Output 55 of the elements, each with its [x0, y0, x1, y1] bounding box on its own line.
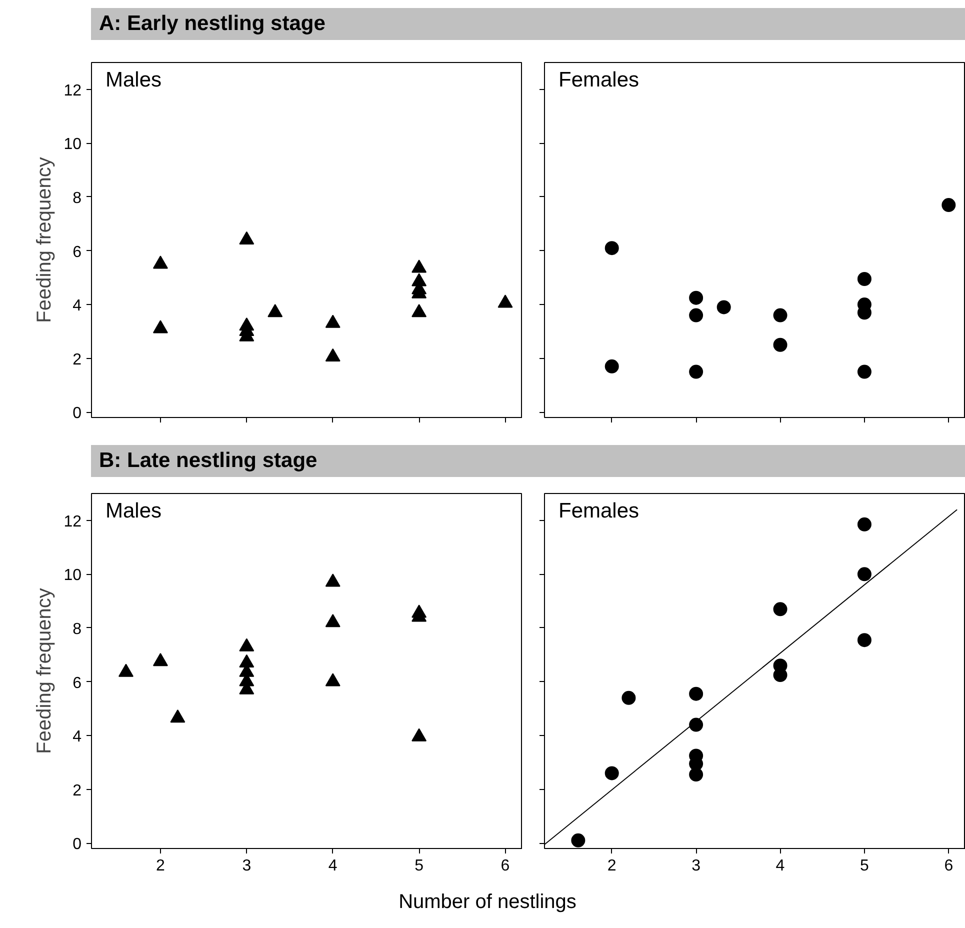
y-tick-label: 6 [72, 244, 82, 261]
legend-label: Males [106, 500, 162, 522]
point [689, 718, 704, 732]
point [857, 364, 872, 379]
y-tick-label: 8 [72, 190, 82, 207]
point [716, 300, 731, 314]
point [689, 308, 704, 322]
point [773, 308, 788, 322]
point [604, 766, 619, 780]
y-tick-label: 4 [72, 298, 82, 315]
y-tick-label: 10 [64, 567, 82, 584]
y-tick-label: 2 [72, 351, 82, 368]
point [689, 290, 704, 305]
y-tick-label: 4 [72, 728, 82, 746]
point [689, 768, 704, 782]
x-tick-label: 2 [607, 858, 616, 874]
y-tick-label: 12 [64, 513, 82, 530]
chart-title: B: Late nestling stage [99, 448, 318, 474]
legend-label: Females [558, 500, 640, 522]
x-tick-label: 4 [776, 858, 785, 874]
point [857, 633, 872, 648]
point [622, 690, 636, 705]
y-axis-title: Feeding frequency [34, 157, 56, 323]
y-tick-label: 0 [72, 405, 82, 422]
point [689, 686, 704, 701]
point [773, 668, 788, 682]
x-tick-label: 3 [692, 858, 701, 874]
point [942, 198, 956, 212]
y-axis-title: Feeding frequency [34, 588, 56, 754]
x-tick-label: 5 [414, 858, 424, 874]
x-axis-title: Number of nestlings [398, 890, 576, 915]
y-tick-label: 6 [72, 674, 82, 692]
legend-label: Females [558, 68, 640, 92]
x-tick-label: 6 [944, 858, 954, 874]
point [689, 364, 704, 379]
y-tick-label: 10 [64, 136, 82, 154]
y-tick-label: 0 [72, 836, 82, 854]
y-tick-label: 12 [64, 82, 82, 100]
point [773, 602, 788, 616]
point [571, 833, 586, 848]
chart-title: A: Early nestling stage [99, 11, 326, 37]
x-tick-label: 2 [156, 858, 166, 874]
x-tick-label: 3 [242, 858, 252, 874]
y-tick-label: 2 [72, 782, 82, 800]
point [773, 338, 788, 352]
point [857, 517, 872, 532]
x-tick-label: 4 [328, 858, 338, 874]
point [857, 567, 872, 582]
x-tick-label: 5 [860, 858, 870, 874]
point [604, 241, 619, 256]
y-tick-label: 8 [72, 620, 82, 638]
point [857, 272, 872, 286]
point [604, 359, 619, 374]
legend-label: Males [106, 68, 162, 92]
x-tick-label: 6 [500, 858, 510, 874]
